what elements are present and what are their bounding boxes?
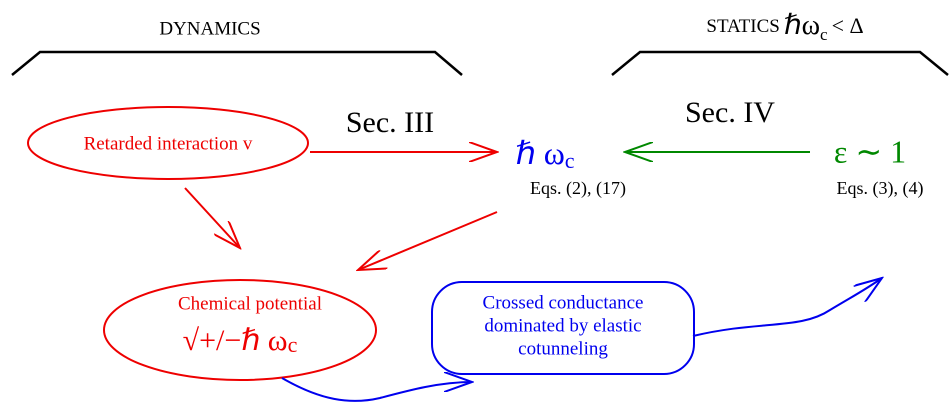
header-subscript: c [820, 25, 828, 44]
node-formula: √+/−ℏ ωc [183, 324, 298, 357]
edge-label: Sec. III [346, 106, 434, 139]
node-line: dominated by elastic [484, 315, 641, 336]
symbol: ℏ ω [515, 135, 564, 171]
arrow [358, 211, 498, 270]
node-label: Retarded interaction v [84, 133, 253, 154]
node-ellipse [103, 279, 377, 381]
brace-left [11, 50, 463, 76]
node-line: cotunneling [518, 338, 608, 359]
header-left: DYNAMICS [159, 18, 260, 39]
header-symbol: ℏω [784, 10, 820, 41]
formula: √+/−ℏ ω [183, 324, 288, 357]
equations: Eqs. (2), (17) [530, 178, 626, 199]
header-right: STATICS ℏωc < Δ [706, 10, 863, 43]
node-ellipse [27, 106, 309, 180]
header-relation: < Δ [832, 13, 864, 38]
node-symbol: ℏ ωc [515, 135, 574, 173]
brace-right [611, 50, 949, 76]
subscript: c [565, 148, 575, 173]
subscript: c [288, 332, 298, 357]
equations: Eqs. (3), (4) [837, 178, 924, 199]
edge-label: Sec. IV [685, 96, 775, 129]
header-label: STATICS [706, 16, 779, 37]
node-label: Chemical potential [178, 293, 322, 314]
node-symbol: ε ∼ 1 [834, 133, 906, 169]
node-line: Crossed conductance [483, 292, 644, 313]
arrow [184, 187, 240, 248]
node-box [431, 281, 695, 375]
arrow [281, 378, 472, 402]
arrow [692, 278, 882, 337]
